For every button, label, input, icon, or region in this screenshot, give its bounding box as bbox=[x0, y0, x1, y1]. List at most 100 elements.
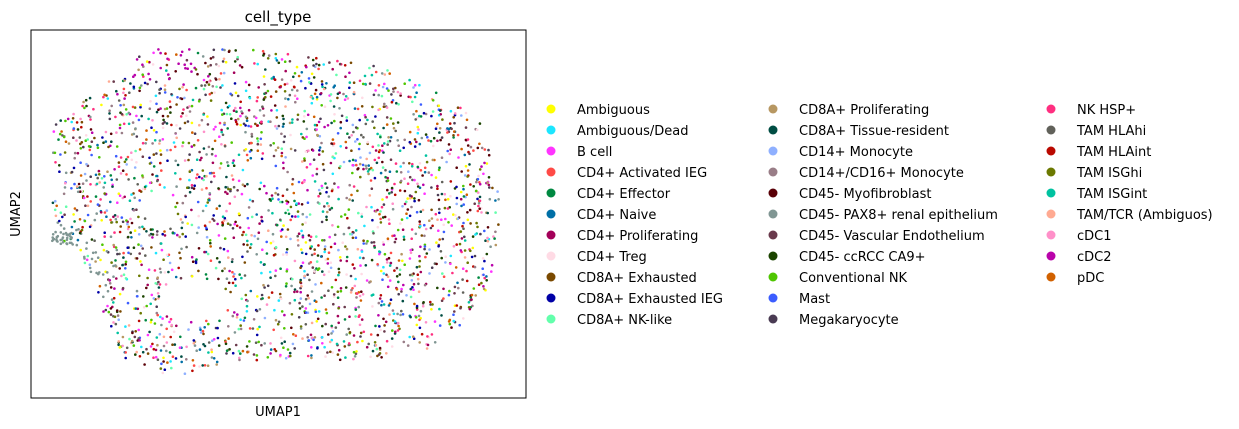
scatter-point bbox=[339, 126, 343, 130]
scatter-point bbox=[449, 109, 453, 113]
scatter-point bbox=[344, 356, 347, 359]
scatter-point bbox=[239, 106, 242, 110]
scatter-point bbox=[394, 162, 398, 165]
scatter-point bbox=[385, 116, 389, 119]
scatter-point bbox=[143, 185, 147, 189]
scatter-point bbox=[88, 266, 92, 270]
scatter-point bbox=[419, 210, 423, 213]
scatter-point bbox=[447, 127, 451, 131]
scatter-point bbox=[274, 52, 278, 56]
scatter-point bbox=[415, 109, 418, 113]
scatter-point bbox=[247, 108, 251, 112]
scatter-point bbox=[391, 329, 394, 332]
scatter-point bbox=[272, 142, 276, 145]
scatter-point bbox=[132, 132, 136, 136]
scatter-point bbox=[163, 368, 167, 372]
scatter-point bbox=[218, 319, 221, 323]
scatter-point bbox=[66, 117, 70, 121]
scatter-point bbox=[199, 158, 202, 162]
scatter-point bbox=[141, 247, 144, 250]
scatter-point bbox=[397, 144, 401, 147]
scatter-point bbox=[115, 277, 118, 280]
scatter-point bbox=[240, 276, 243, 280]
scatter-point bbox=[106, 97, 110, 100]
scatter-point bbox=[354, 352, 358, 356]
scatter-point bbox=[494, 243, 498, 247]
scatter-point bbox=[137, 68, 140, 72]
scatter-point bbox=[465, 193, 469, 196]
scatter-point bbox=[270, 291, 274, 294]
scatter-point bbox=[413, 178, 416, 182]
scatter-point bbox=[320, 104, 324, 107]
scatter-point bbox=[221, 269, 224, 273]
scatter-point bbox=[234, 120, 238, 124]
scatter-point bbox=[329, 245, 333, 249]
scatter-point bbox=[401, 205, 404, 208]
scatter-point bbox=[430, 173, 433, 177]
scatter-point bbox=[474, 294, 478, 297]
scatter-point bbox=[62, 192, 66, 196]
scatter-point bbox=[438, 211, 441, 215]
scatter-point bbox=[149, 302, 152, 306]
scatter-point bbox=[166, 115, 170, 118]
scatter-point bbox=[431, 224, 434, 228]
scatter-point bbox=[385, 195, 389, 199]
scatter-point bbox=[435, 262, 438, 266]
scatter-point bbox=[113, 168, 116, 171]
scatter-point bbox=[118, 267, 121, 270]
scatter-point bbox=[385, 123, 389, 126]
scatter-point bbox=[331, 172, 335, 176]
scatter-point bbox=[133, 229, 137, 232]
scatter-point bbox=[382, 317, 385, 321]
scatter-point bbox=[203, 344, 207, 348]
scatter-point bbox=[311, 266, 315, 269]
scatter-point bbox=[180, 226, 184, 230]
scatter-point bbox=[419, 245, 422, 249]
scatter-point bbox=[307, 77, 311, 80]
scatter-point bbox=[112, 80, 115, 83]
scatter-point bbox=[104, 283, 108, 287]
legend-entry: CD8A+ Tissue-resident bbox=[768, 124, 949, 139]
scatter-point bbox=[243, 274, 247, 277]
scatter-point bbox=[263, 342, 267, 345]
scatter-point bbox=[148, 78, 152, 81]
scatter-point bbox=[468, 208, 472, 212]
scatter-point bbox=[151, 63, 155, 66]
scatter-point bbox=[320, 336, 324, 339]
scatter-point bbox=[236, 313, 239, 316]
scatter-point bbox=[370, 73, 374, 77]
scatter-point bbox=[320, 220, 324, 224]
scatter-point bbox=[453, 121, 456, 125]
scatter-point bbox=[248, 327, 252, 330]
scatter-point bbox=[53, 151, 57, 155]
scatter-point bbox=[345, 259, 349, 263]
scatter-point bbox=[141, 63, 144, 66]
scatter-point bbox=[79, 147, 83, 150]
scatter-point bbox=[222, 219, 226, 222]
scatter-point bbox=[85, 241, 89, 245]
scatter-point bbox=[245, 153, 249, 157]
scatter-point bbox=[463, 235, 466, 239]
scatter-point bbox=[188, 190, 192, 194]
scatter-point bbox=[358, 142, 361, 146]
scatter-point bbox=[207, 351, 210, 354]
scatter-point bbox=[137, 319, 141, 323]
scatter-point bbox=[151, 236, 154, 239]
scatter-point bbox=[79, 174, 83, 177]
scatter-point bbox=[311, 97, 315, 100]
scatter-point bbox=[61, 241, 65, 244]
scatter-point bbox=[124, 260, 128, 264]
scatter-point bbox=[315, 235, 318, 238]
scatter-point bbox=[455, 202, 459, 206]
scatter-point bbox=[145, 286, 148, 290]
scatter-point bbox=[345, 119, 349, 122]
scatter-point bbox=[496, 190, 499, 193]
scatter-point bbox=[283, 83, 287, 86]
scatter-point bbox=[236, 57, 239, 61]
scatter-point bbox=[463, 174, 467, 177]
scatter-point bbox=[313, 248, 317, 251]
scatter-point bbox=[461, 267, 465, 271]
scatter-point bbox=[299, 79, 303, 83]
scatter-point bbox=[251, 327, 255, 330]
